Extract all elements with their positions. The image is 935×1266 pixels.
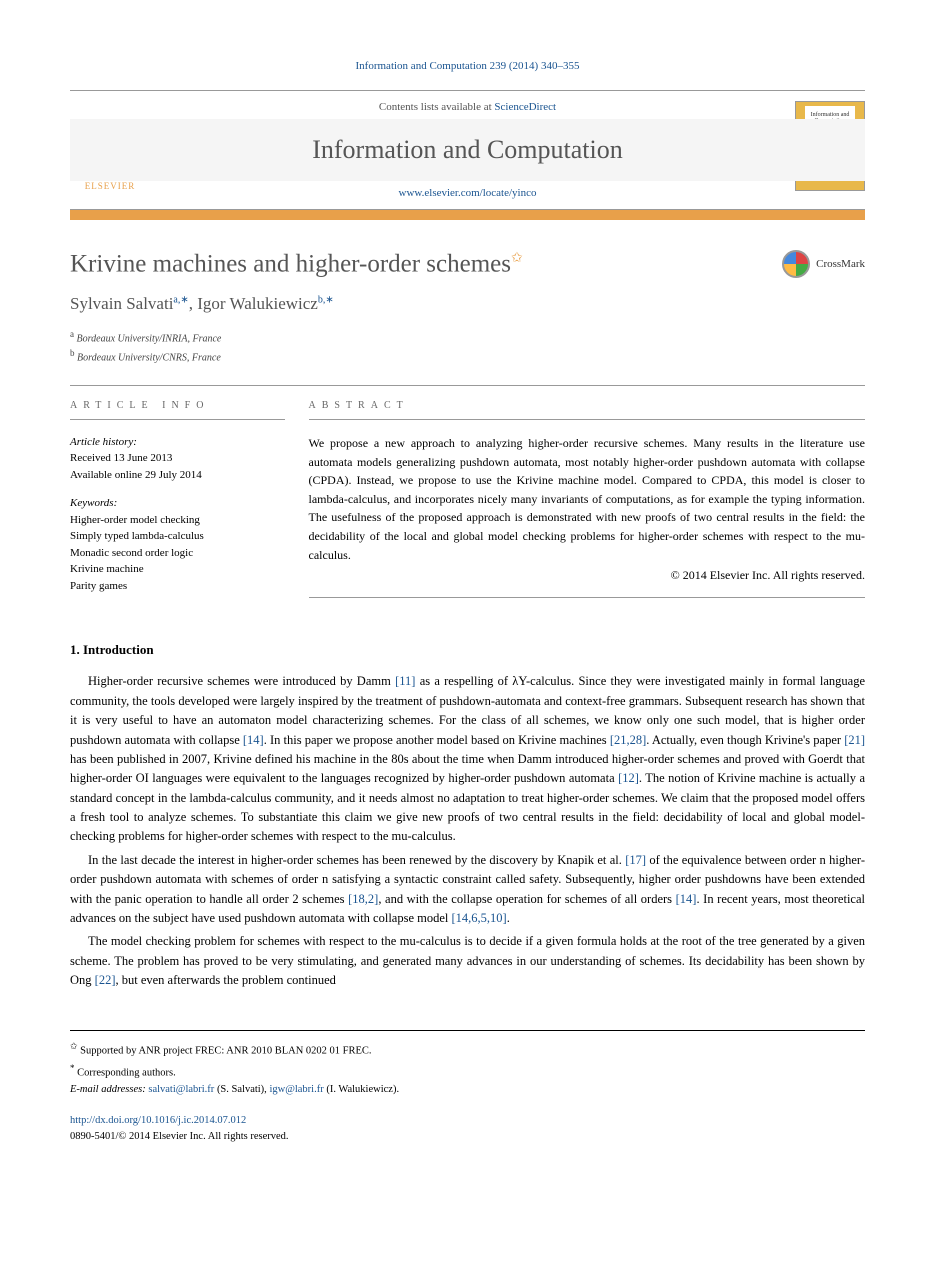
p2-c: , and with the collapse operation for sc… (378, 892, 675, 906)
ref-12[interactable]: [12] (618, 771, 639, 785)
journal-name-banner: Information and Computation (70, 119, 865, 181)
sciencedirect-link[interactable]: ScienceDirect (494, 101, 556, 113)
fn-corr-text: Corresponding authors. (75, 1067, 176, 1078)
doi-link[interactable]: http://dx.doi.org/10.1016/j.ic.2014.07.0… (70, 1115, 246, 1126)
fn-email2-after: (I. Walukiewicz). (324, 1084, 399, 1095)
footnotes: ✩ Supported by ANR project FREC: ANR 201… (70, 1030, 865, 1098)
fn-email1-after: (S. Salvati), (214, 1084, 269, 1095)
ref-14-6-5-10[interactable]: [14,6,5,10] (452, 911, 507, 925)
p2-a: In the last decade the interest in highe… (88, 853, 625, 867)
crossmark-label: CrossMark (816, 258, 865, 270)
keyword-item: Simply typed lambda-calculus (70, 528, 285, 545)
contents-line: Contents lists available at ScienceDirec… (70, 91, 865, 119)
ref-21[interactable]: [21] (844, 733, 865, 747)
contents-prefix: Contents lists available at (379, 101, 494, 113)
fn-star-text: Supported by ANR project FREC: ANR 2010 … (78, 1046, 372, 1057)
ref-14b[interactable]: [14] (676, 892, 697, 906)
author-1-sup: a,∗ (173, 295, 188, 306)
p1-d: . Actually, even though Krivine's paper (646, 733, 844, 747)
ref-21-28[interactable]: [21,28] (610, 733, 646, 747)
affiliations: a Bordeaux University/INRIA, France b Bo… (70, 328, 865, 365)
top-citation: Information and Computation 239 (2014) 3… (70, 60, 865, 72)
keyword-item: Higher-order model checking (70, 512, 285, 529)
paragraph-1: Higher-order recursive schemes were intr… (70, 672, 865, 846)
elsevier-label: ELSEVIER (85, 181, 136, 191)
keywords-block: Keywords: Higher-order model checking Si… (70, 495, 285, 594)
title-text: Krivine machines and higher-order scheme… (70, 250, 511, 277)
abstract-text: We propose a new approach to analyzing h… (309, 434, 866, 598)
issn-copyright: 0890-5401/© 2014 Elsevier Inc. All right… (70, 1129, 865, 1145)
history-received: Received 13 June 2013 (70, 450, 285, 467)
history-online: Available online 29 July 2014 (70, 467, 285, 484)
crossmark-badge[interactable]: CrossMark (782, 250, 865, 278)
article-info-label: article info (70, 400, 285, 420)
fn-email-label: E-mail addresses: (70, 1084, 148, 1095)
author-2-sup: b,∗ (318, 295, 334, 306)
footnote-corresponding: * Corresponding authors. (70, 1061, 865, 1082)
ref-22[interactable]: [22] (95, 973, 116, 987)
author-1-name: Sylvain Salvati (70, 294, 173, 313)
email-link-1[interactable]: salvati@labri.fr (148, 1084, 214, 1095)
ref-11[interactable]: [11] (395, 674, 415, 688)
orange-divider-bar (70, 210, 865, 220)
article-history: Article history: Received 13 June 2013 A… (70, 434, 285, 484)
paragraph-3: The model checking problem for schemes w… (70, 932, 865, 990)
ref-17[interactable]: [17] (625, 853, 646, 867)
keyword-item: Monadic second order logic (70, 545, 285, 562)
keyword-item: Krivine machine (70, 561, 285, 578)
p1-c: . In this paper we propose another model… (264, 733, 610, 747)
ref-14[interactable]: [14] (243, 733, 264, 747)
email-link-2[interactable]: igw@labri.fr (269, 1084, 323, 1095)
footnote-emails: E-mail addresses: salvati@labri.fr (S. S… (70, 1082, 865, 1099)
keywords-title: Keywords: (70, 495, 285, 512)
footnote-funding: ✩ Supported by ANR project FREC: ANR 201… (70, 1039, 865, 1060)
ref-18-2[interactable]: [18,2] (348, 892, 378, 906)
p1-a: Higher-order recursive schemes were intr… (88, 674, 395, 688)
history-title: Article history: (70, 434, 285, 451)
affil-a-text: Bordeaux University/INRIA, France (74, 334, 221, 345)
affil-b-text: Bordeaux University/CNRS, France (75, 352, 221, 363)
journal-url-line: www.elsevier.com/locate/yinco (70, 181, 865, 209)
abstract-label: abstract (309, 400, 866, 420)
paragraph-2: In the last decade the interest in highe… (70, 851, 865, 929)
affiliation-a: a Bordeaux University/INRIA, France (70, 328, 865, 346)
journal-url-link[interactable]: www.elsevier.com/locate/yinco (399, 187, 537, 199)
article-title: Krivine machines and higher-order scheme… (70, 250, 865, 278)
journal-header: ELSEVIER Information and Computation Con… (70, 90, 865, 210)
p3-b: , but even afterwards the problem contin… (115, 973, 335, 987)
crossmark-icon (782, 250, 810, 278)
author-2-name: Igor Walukiewicz (197, 294, 318, 313)
authors-line: Sylvain Salvatia,∗, Igor Walukiewiczb,∗ (70, 294, 865, 314)
p2-e: . (507, 911, 510, 925)
title-footnote-marker: ✩ (511, 251, 523, 266)
keyword-item: Parity games (70, 578, 285, 595)
author-sep: , (189, 294, 198, 313)
footer-info: http://dx.doi.org/10.1016/j.ic.2014.07.0… (70, 1113, 865, 1145)
fn-star-sup: ✩ (70, 1041, 78, 1051)
abstract-body: We propose a new approach to analyzing h… (309, 436, 866, 562)
abstract-copyright: © 2014 Elsevier Inc. All rights reserved… (309, 566, 866, 585)
affiliation-b: b Bordeaux University/CNRS, France (70, 347, 865, 365)
section-1-heading: 1. Introduction (70, 642, 865, 658)
